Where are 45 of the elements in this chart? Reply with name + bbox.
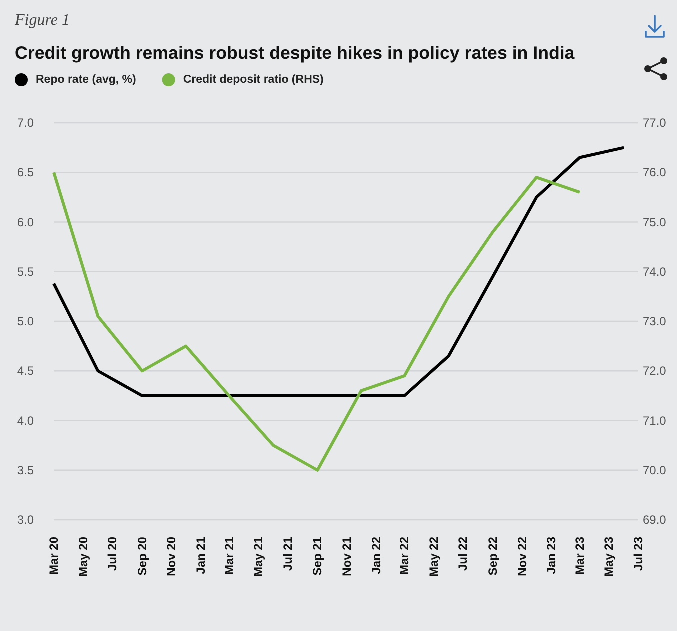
y-tick-label: 6.5: [17, 166, 34, 180]
y-tick-label: 5.5: [17, 264, 34, 279]
x-tick-label: Sep 22: [486, 536, 500, 576]
line-series: [52, 171, 582, 472]
caption: Figure 1: [14, 12, 70, 29]
x-tick-label: Nov 22: [515, 536, 530, 576]
y-tick-label: 6.0: [17, 215, 34, 230]
x-tick-label: Jan 21: [194, 536, 208, 574]
x-tick-label: Jan 22: [369, 536, 384, 574]
x-tick-label: Jul 23: [632, 536, 646, 572]
y-tick-label: 5.0: [17, 314, 34, 328]
x-tick-label: May 21: [252, 536, 266, 578]
x-tick-label: Sep 21: [310, 536, 325, 576]
x-tick-label: Jul 20: [106, 536, 120, 572]
y-tick-label: 4.0: [17, 414, 34, 428]
y-tick-label: 7.0: [17, 116, 34, 130]
x-tick-label: May 22: [426, 536, 441, 578]
y2-tick-label: 77.0: [643, 116, 667, 130]
y2-tick-label: 71.0: [643, 414, 667, 428]
x-tick-label: Mar 23: [572, 536, 587, 576]
x-tick-label: Nov 21: [340, 536, 354, 576]
x-tick-label: May 20: [76, 536, 90, 578]
x-tick-label: Jul 22: [456, 536, 470, 572]
y2-tick-label: 76.0: [643, 166, 667, 180]
legend-label: Repo rate (avg, %): [36, 74, 136, 86]
x-tick-label: Mar 21: [222, 536, 236, 576]
x-tick-label: Jul 21: [280, 536, 295, 572]
y2-tick-label: 73.0: [643, 314, 667, 328]
y2-tick-label: 69.0: [643, 513, 667, 527]
x-tick-label: Mar 22: [398, 536, 412, 576]
y2-tick-label: 70.0: [643, 463, 667, 478]
y2-tick-label: 75.0: [643, 215, 667, 230]
x-tick-label: Nov 20: [164, 536, 179, 576]
x-tick-label: Mar 20: [47, 536, 61, 576]
chart-title: Credit growth remains robust despite hikes in policy rates in India: [15, 43, 576, 63]
line-series: [52, 146, 626, 398]
y2-tick-label: 74.0: [643, 264, 667, 279]
y-tick-label: 3.5: [17, 463, 34, 478]
y2-tick-label: 72.0: [643, 364, 667, 378]
legend-label: Credit deposit ratio (RHS): [183, 74, 324, 86]
y-tick-label: 4.5: [17, 364, 34, 378]
y-tick-label: 3.0: [17, 513, 34, 527]
x-tick-label: May 23: [602, 536, 616, 578]
x-tick-label: Jan 23: [544, 536, 559, 574]
x-tick-label: Sep 20: [135, 536, 150, 576]
